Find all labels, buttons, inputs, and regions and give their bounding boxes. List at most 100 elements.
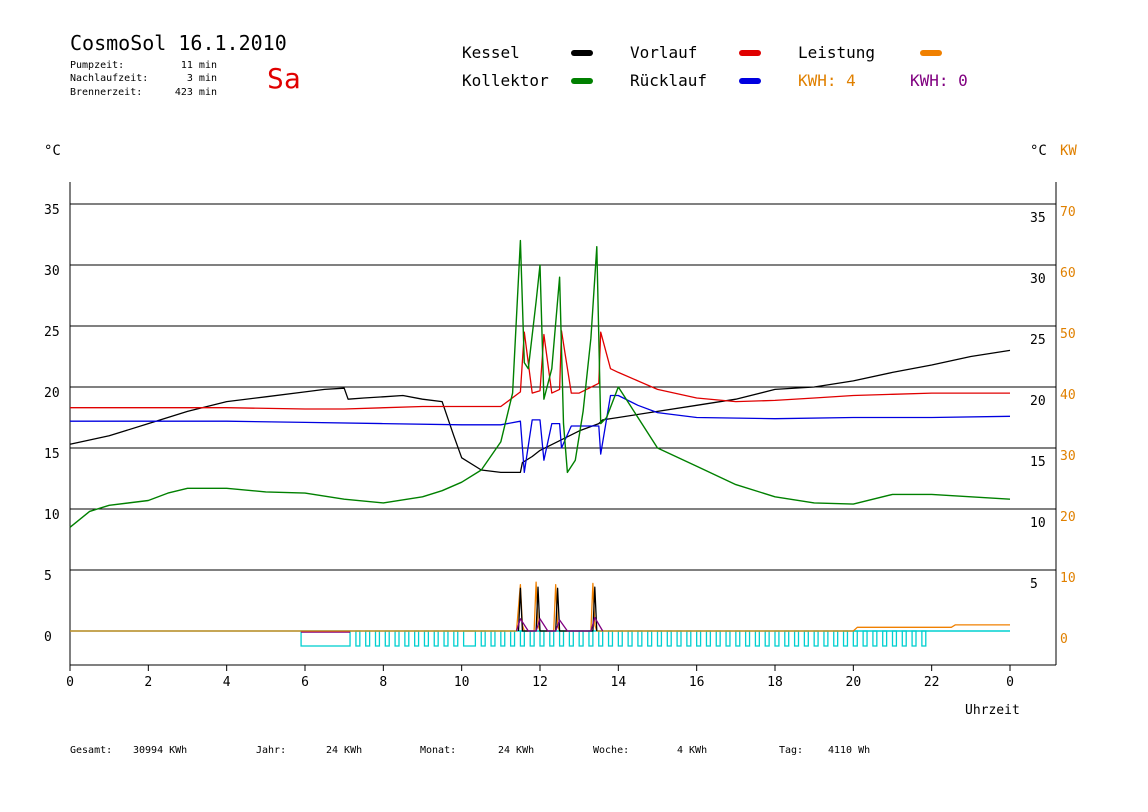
y-tick-right-10: 10 <box>1030 516 1046 531</box>
legend-swatch-ruecklauf <box>739 78 761 84</box>
pump-pulse-46 <box>803 630 809 647</box>
pump-pulse-15 <box>500 630 506 647</box>
pump-pulse-39 <box>735 630 741 647</box>
right-unit2-label: KW <box>1060 143 1077 159</box>
grid-lines <box>70 203 1056 571</box>
y-tick-left-5: 5 <box>44 569 52 584</box>
series-line-kessel <box>69 349 1011 474</box>
pump-pulse-30 <box>647 630 653 647</box>
pump-pulse-4 <box>384 630 390 647</box>
pump-pulse-55 <box>891 630 898 647</box>
legend-label-vorlauf: Vorlauf <box>630 43 697 62</box>
y2-ticks-kw: 0 10 20 30 40 50 60 70 <box>1060 205 1076 647</box>
pump-pulse-47 <box>813 630 819 647</box>
footer-value-4: 4110 Wh <box>828 745 870 756</box>
pump-pulse-24 <box>588 630 594 647</box>
x-tick-6: 12 <box>532 675 548 690</box>
footer-totals: Gesamt: 30994 KWh Jahr: 24 KWh Monat: 24… <box>70 745 870 756</box>
y-tick-right-5: 5 <box>1030 577 1038 592</box>
pump-pulse-7 <box>414 630 420 647</box>
footer-label-3: Woche: <box>593 745 629 756</box>
pump-pulse-14 <box>490 630 496 647</box>
series-line-kollektor <box>69 239 1011 528</box>
y-tick-left-30: 30 <box>44 264 60 279</box>
legend-swatch-kessel <box>571 50 593 56</box>
pump-pulse-31 <box>656 630 663 647</box>
pump-pulse-25 <box>598 630 604 647</box>
y2-tick-60: 60 <box>1060 266 1076 281</box>
pump-pulse-11 <box>453 630 459 647</box>
y-tick-right-30: 30 <box>1030 272 1046 287</box>
x-tick-3: 6 <box>301 675 309 690</box>
pump-pulse-0 <box>300 630 351 647</box>
pump-pulse-17 <box>519 630 525 647</box>
pump-pulse-57 <box>911 630 917 647</box>
pump-pulse-34 <box>686 630 692 647</box>
left-unit-label: °C <box>44 143 61 159</box>
footer-value-0: 30994 KWh <box>133 745 187 756</box>
footer-value-3: 4 KWh <box>677 745 707 756</box>
chart-title: CosmoSol 16.1.2010 <box>70 31 287 55</box>
x-tick-7: 14 <box>611 675 627 690</box>
pump-pulse-58 <box>921 630 927 647</box>
legend-label-leistung: Leistung <box>798 43 875 62</box>
pump-pulse-29 <box>637 630 643 647</box>
y-tick-right-20: 20 <box>1030 394 1046 409</box>
pump-pulse-1 <box>355 630 361 647</box>
x-tick-8: 16 <box>689 675 705 690</box>
stat-value-2: 423 min <box>175 87 217 98</box>
pump-pulse-49 <box>833 630 839 647</box>
pump-pulse-45 <box>793 630 800 647</box>
y2-tick-40: 40 <box>1060 388 1076 403</box>
pump-pulse-28 <box>627 630 633 647</box>
pump-pulse-33 <box>676 630 682 647</box>
x-tick-5: 10 <box>454 675 470 690</box>
y-tick-right-25: 25 <box>1030 333 1046 348</box>
kwh-label-2: KWH: 0 <box>910 71 968 90</box>
stat-value-0: 11 min <box>181 60 217 71</box>
y-tick-left-20: 20 <box>44 386 60 401</box>
series-line-kollektor-kw- <box>515 616 604 632</box>
pump-pulse-43 <box>774 630 780 647</box>
pump-pulse-27 <box>617 630 623 647</box>
plot-frame <box>69 182 1057 666</box>
x-tick-9: 18 <box>767 675 783 690</box>
pump-pulse-19 <box>539 630 545 647</box>
pump-pulse-50 <box>842 630 849 647</box>
series-line-r-cklauf <box>70 394 1011 474</box>
pump-pulse-51 <box>852 630 858 647</box>
pump-pulse-20 <box>549 630 555 647</box>
y-tick-right-35: 35 <box>1030 211 1046 226</box>
pump-pulse-26 <box>607 630 614 647</box>
y-tick-left-10: 10 <box>44 508 60 523</box>
y2-tick-10: 10 <box>1060 571 1076 586</box>
pump-pulse-35 <box>696 630 702 647</box>
pump-pulse-42 <box>764 630 770 647</box>
pump-pulse-13 <box>480 630 486 647</box>
pump-pulse-36 <box>705 630 712 647</box>
pump-pulse-40 <box>744 630 751 647</box>
series-line-vorlauf <box>70 330 1010 410</box>
footer-label-0: Gesamt: <box>70 745 112 756</box>
y2-tick-20: 20 <box>1060 510 1076 525</box>
legend-label-ruecklauf: Rücklauf <box>630 71 707 90</box>
x-tick-4: 8 <box>379 675 387 690</box>
x-axis-label: Uhrzeit <box>965 703 1020 718</box>
footer-label-2: Monat: <box>420 745 456 756</box>
x-ticks: 0 2 4 6 8 10 12 14 16 18 20 22 0 <box>66 665 1014 690</box>
pump-pulse-9 <box>433 630 439 647</box>
pump-pulse-22 <box>568 630 574 647</box>
legend-swatch-vorlauf <box>739 50 761 56</box>
legend-label-kessel: Kessel <box>462 43 520 62</box>
y2-tick-0: 0 <box>1060 632 1068 647</box>
y-ticks-right: 5 10 15 20 25 30 35 <box>1030 211 1046 592</box>
footer-label-4: Tag: <box>779 745 803 756</box>
y-ticks-left: 0 5 10 15 20 25 30 35 <box>44 203 60 645</box>
x-tick-11: 22 <box>924 675 940 690</box>
legend-swatch-kollektor <box>571 78 593 84</box>
y2-tick-70: 70 <box>1060 205 1076 220</box>
pump-pulse-2 <box>365 630 371 647</box>
pump-pulse-12 <box>462 630 477 647</box>
stat-label-1: Nachlaufzeit: <box>70 73 148 84</box>
stat-value-1: 3 min <box>187 73 217 84</box>
